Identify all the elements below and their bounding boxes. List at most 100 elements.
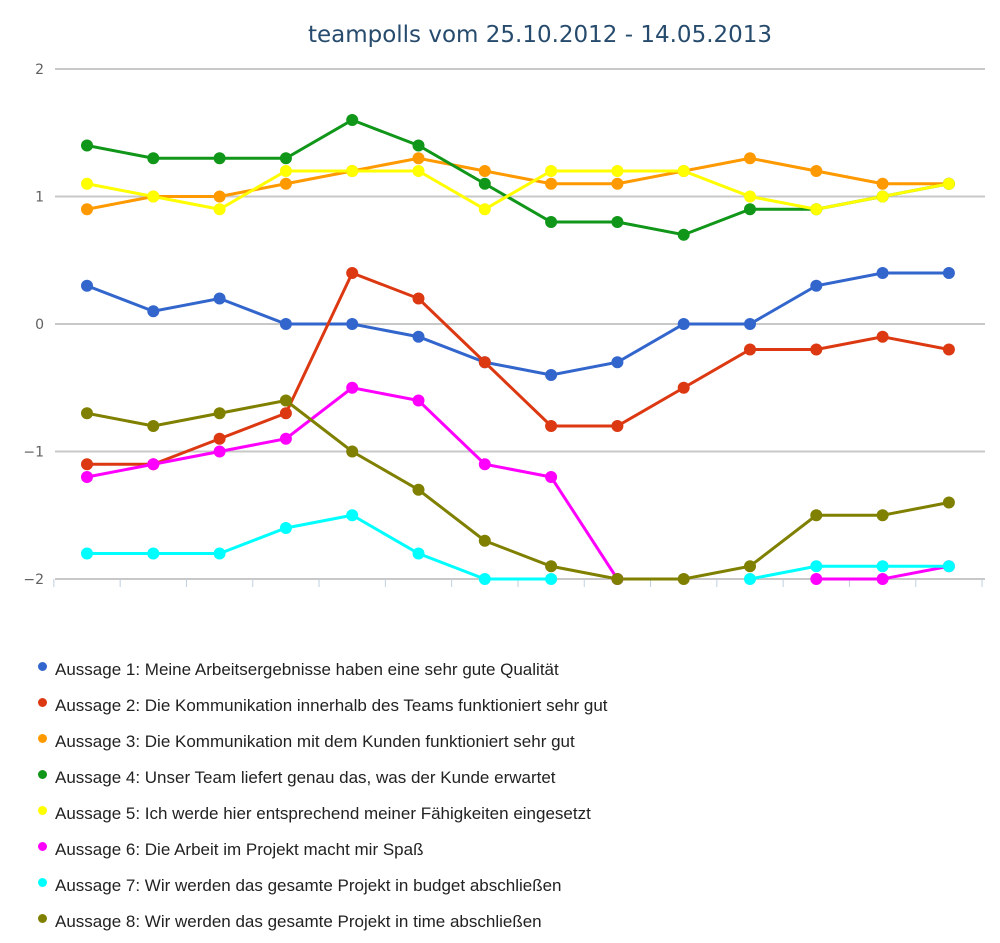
legend-item[interactable]: Aussage 6: Die Arbeit im Projekt macht m… xyxy=(38,832,608,868)
legend-item[interactable]: Aussage 1: Meine Arbeitsergebnisse haben… xyxy=(38,652,608,688)
data-point xyxy=(346,445,359,458)
data-point xyxy=(213,152,226,165)
data-point xyxy=(545,471,558,483)
data-point xyxy=(677,228,690,241)
legend-item[interactable]: Aussage 4: Unser Team liefert genau das,… xyxy=(38,760,608,796)
data-point xyxy=(279,394,292,407)
data-point xyxy=(876,177,889,190)
y-tick-label: −2 xyxy=(23,572,44,588)
data-point xyxy=(876,330,889,343)
legend-label: Aussage 6: Die Arbeit im Projekt macht m… xyxy=(55,840,424,859)
series-line xyxy=(87,271,950,466)
legend-item[interactable]: Aussage 2: Die Kommunikation innerhalb d… xyxy=(38,688,608,724)
legend-label: Aussage 5: Ich werde hier entsprechend m… xyxy=(55,804,591,823)
legend-label: Aussage 4: Unser Team liefert genau das,… xyxy=(55,768,556,787)
legend-label: Aussage 2: Die Kommunikation innerhalb d… xyxy=(55,696,608,715)
data-point xyxy=(942,267,955,279)
data-point xyxy=(346,381,359,394)
data-point xyxy=(942,343,955,356)
data-point xyxy=(213,432,226,445)
legend-item[interactable]: Aussage 5: Ich werde hier entsprechend m… xyxy=(38,796,608,832)
data-point xyxy=(213,407,226,420)
data-point xyxy=(810,560,823,573)
legend-item[interactable]: Aussage 8: Wir werden das gesamte Projek… xyxy=(38,904,608,940)
data-point xyxy=(677,318,690,330)
data-point xyxy=(611,165,624,177)
data-point xyxy=(744,318,756,330)
series-line xyxy=(749,564,949,581)
data-point xyxy=(942,560,955,573)
data-point xyxy=(810,165,823,177)
legend-marker xyxy=(38,661,47,671)
data-point xyxy=(478,203,491,216)
data-point xyxy=(81,458,93,471)
data-point xyxy=(213,190,226,203)
data-point xyxy=(346,509,359,522)
legend-item[interactable]: Aussage 3: Die Kommunikation mit dem Kun… xyxy=(38,724,608,760)
data-point xyxy=(279,152,292,165)
data-point xyxy=(346,318,359,330)
data-point xyxy=(346,165,359,177)
plot-area: 2 1 0 −1 −2 xyxy=(23,62,985,588)
data-point xyxy=(545,177,558,190)
data-point xyxy=(876,190,889,203)
legend-marker xyxy=(38,697,47,707)
data-point xyxy=(213,292,226,305)
legend-item[interactable]: Aussage 7: Wir werden das gesamte Projek… xyxy=(38,868,608,904)
data-point xyxy=(279,432,292,445)
data-point xyxy=(147,458,160,471)
data-point xyxy=(478,165,491,177)
data-point xyxy=(81,203,93,216)
legend-marker xyxy=(38,841,47,851)
data-point xyxy=(279,318,292,330)
legend-label: Aussage 1: Meine Arbeitsergebnisse haben… xyxy=(55,660,559,679)
data-point xyxy=(213,547,226,560)
data-point xyxy=(677,573,690,585)
series-line xyxy=(86,118,950,237)
legend-marker xyxy=(38,769,47,779)
data-point xyxy=(810,343,823,356)
data-point xyxy=(478,177,491,190)
data-point xyxy=(677,381,690,394)
series-line xyxy=(86,386,619,580)
data-point xyxy=(545,216,558,228)
data-point xyxy=(279,177,292,190)
y-tick-label: 1 xyxy=(35,190,44,206)
data-point xyxy=(147,152,160,165)
data-point xyxy=(677,165,690,177)
data-point xyxy=(478,458,491,471)
data-point xyxy=(876,509,889,522)
legend-label: Aussage 8: Wir werden das gesamte Projek… xyxy=(55,912,542,931)
data-point xyxy=(478,534,491,547)
data-point xyxy=(611,177,624,190)
data-point xyxy=(611,356,624,369)
data-point xyxy=(876,267,889,279)
data-point xyxy=(744,152,756,165)
data-point xyxy=(545,560,558,573)
data-point xyxy=(545,165,558,177)
data-point xyxy=(81,279,93,292)
data-point xyxy=(810,509,823,522)
data-point xyxy=(810,203,823,216)
data-point xyxy=(81,407,93,420)
data-point xyxy=(611,573,624,585)
data-point xyxy=(545,369,558,381)
data-point xyxy=(279,165,292,177)
data-point xyxy=(81,547,93,560)
chart-title: teampolls vom 25.10.2012 - 14.05.2013 xyxy=(307,22,773,48)
data-point xyxy=(876,560,889,573)
data-point xyxy=(412,330,425,343)
data-point xyxy=(412,139,425,152)
y-tick-label: 0 xyxy=(35,317,44,333)
data-point xyxy=(213,445,226,458)
legend-marker xyxy=(38,733,47,743)
data-point xyxy=(942,496,955,509)
data-point xyxy=(810,279,823,292)
legend-marker xyxy=(38,913,47,923)
data-point xyxy=(611,216,624,228)
data-point xyxy=(744,203,756,216)
data-point xyxy=(147,305,160,318)
y-tick-label: −1 xyxy=(23,445,44,461)
legend-marker xyxy=(38,805,47,815)
